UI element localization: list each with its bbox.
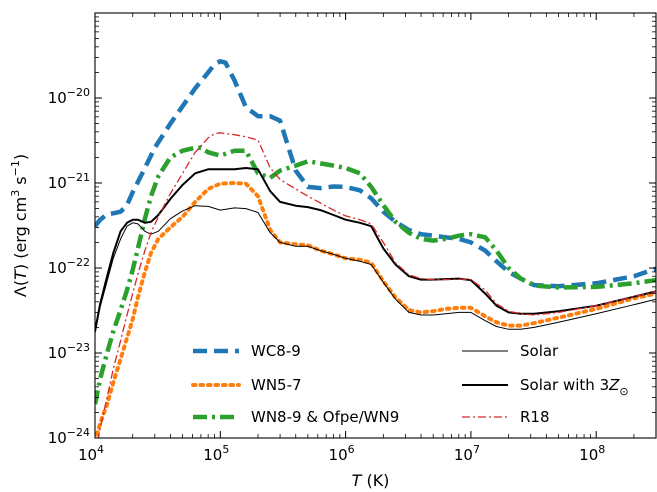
x-tick-base: 10 bbox=[203, 446, 222, 464]
y-axis-end: ) bbox=[11, 154, 30, 160]
y-tick-base: 10 bbox=[48, 344, 67, 362]
y-tick-label: 10−24 bbox=[48, 426, 90, 447]
y-tick-base: 10 bbox=[48, 259, 67, 277]
y-tick-base: 10 bbox=[48, 174, 67, 192]
y-tick-exp: −21 bbox=[67, 171, 90, 184]
x-tick-base: 10 bbox=[579, 446, 598, 464]
x-tick-base: 10 bbox=[329, 446, 348, 464]
legend-label-prefix: Solar with 3 bbox=[520, 376, 609, 394]
x-tick-label: 107 bbox=[454, 443, 480, 464]
y-axis-sup-1: 3 bbox=[9, 190, 22, 197]
series-line-3 bbox=[95, 205, 656, 334]
x-axis-unit: (K) bbox=[361, 471, 389, 490]
legend-label: Solar bbox=[520, 342, 559, 360]
plot-frame bbox=[94, 12, 657, 439]
x-axis-symbol: T bbox=[352, 471, 363, 490]
legend: WC8-9 WN5-7 WN8-9 & Ofpe/WN9 Solar Solar wit… bbox=[191, 342, 629, 426]
y-tick-base: 10 bbox=[48, 89, 67, 107]
x-tick-exp: 7 bbox=[473, 443, 480, 456]
legend-label: WN5-7 bbox=[251, 376, 302, 394]
x-tick-exp: 5 bbox=[222, 443, 229, 456]
x-tick-label: 105 bbox=[203, 443, 229, 464]
y-axis-sup-2: −1 bbox=[9, 160, 22, 176]
y-tick-label: 10−21 bbox=[48, 171, 90, 192]
series-line-0 bbox=[95, 59, 656, 289]
x-tick-exp: 8 bbox=[598, 443, 605, 456]
series-layer bbox=[95, 59, 656, 438]
x-tick-label: 108 bbox=[579, 443, 605, 464]
x-tick-label: 104 bbox=[78, 443, 104, 464]
legend-label: WC8-9 bbox=[251, 342, 301, 360]
y-tick-exp: −24 bbox=[67, 426, 90, 439]
y-tick-exp: −20 bbox=[67, 86, 90, 99]
y-tick-label: 10−20 bbox=[48, 86, 90, 107]
legend-label: WN8-9 & Ofpe/WN9 bbox=[251, 408, 399, 426]
y-axis-label: Λ(T) (erg cm3 s−1) bbox=[9, 154, 30, 297]
legend-label-symbol: Z bbox=[608, 376, 620, 394]
series-line-4 bbox=[95, 167, 656, 332]
series-line-5 bbox=[97, 132, 656, 438]
y-tick-exp: −22 bbox=[67, 256, 90, 269]
legend-label: R18 bbox=[520, 408, 550, 426]
series-line-2 bbox=[95, 145, 656, 405]
y-tick-base: 10 bbox=[48, 429, 67, 447]
x-axis-label: T (K) bbox=[352, 471, 390, 490]
x-tick-base: 10 bbox=[454, 446, 473, 464]
y-axis-mid: s bbox=[11, 176, 30, 189]
y-axis-prefix: Λ( bbox=[11, 280, 30, 297]
legend-label-sub: ⊙ bbox=[619, 385, 628, 398]
x-tick-exp: 4 bbox=[97, 443, 104, 456]
y-tick-label: 10−22 bbox=[48, 256, 90, 277]
y-axis-suffix: ) (erg cm bbox=[11, 197, 30, 270]
y-tick-label: 10−23 bbox=[48, 341, 90, 362]
series-line-1 bbox=[95, 181, 656, 438]
x-tick-label: 106 bbox=[329, 443, 355, 464]
y-tick-exp: −23 bbox=[67, 341, 90, 354]
x-tick-base: 10 bbox=[78, 446, 97, 464]
x-tick-exp: 6 bbox=[348, 443, 355, 456]
legend-label: Solar with 3Z⊙ bbox=[520, 376, 629, 398]
y-axis-symbol: T bbox=[11, 269, 30, 280]
